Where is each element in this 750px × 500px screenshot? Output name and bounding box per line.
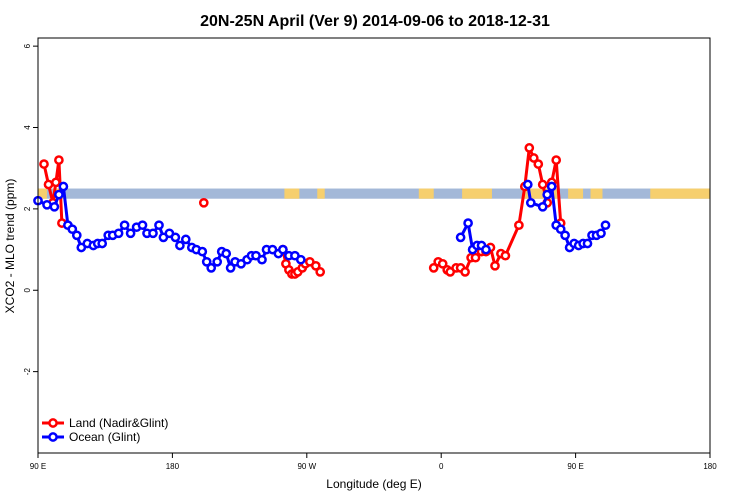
data-point bbox=[201, 256, 212, 267]
data-point bbox=[137, 220, 148, 231]
data-point bbox=[113, 228, 124, 239]
data-point bbox=[481, 244, 491, 255]
data-point bbox=[221, 248, 232, 259]
x-axis: 90 E 180 90 W 0 90 E 180 bbox=[30, 453, 717, 471]
y-tick-label: 6 bbox=[23, 43, 32, 48]
data-point bbox=[206, 263, 217, 273]
legend-marker bbox=[48, 418, 58, 428]
legend-label: Land (Nadir&Glint) bbox=[69, 416, 168, 430]
data-point bbox=[310, 260, 321, 271]
data-point bbox=[315, 267, 326, 277]
legend-marker bbox=[48, 432, 58, 442]
data-point bbox=[43, 179, 54, 190]
data-point bbox=[524, 143, 535, 153]
data-point bbox=[551, 155, 562, 165]
data-point bbox=[39, 159, 49, 169]
x-tick-label: 0 bbox=[439, 462, 444, 471]
land-band-segment bbox=[284, 188, 300, 199]
data-point bbox=[125, 228, 136, 239]
data-point bbox=[525, 197, 536, 208]
land-band-segment bbox=[317, 188, 325, 199]
land-band-segment bbox=[650, 188, 710, 199]
ocean-band bbox=[38, 188, 710, 199]
data-point bbox=[522, 179, 533, 190]
data-point bbox=[119, 220, 130, 231]
land-band-segment bbox=[462, 188, 492, 199]
data-point bbox=[537, 179, 548, 190]
land-band-segment bbox=[418, 188, 434, 199]
data-point bbox=[460, 267, 470, 277]
data-point bbox=[148, 228, 158, 239]
data-point bbox=[198, 197, 209, 208]
data-point bbox=[58, 181, 69, 192]
data-point bbox=[428, 263, 439, 273]
data-point bbox=[54, 189, 64, 200]
data-point bbox=[546, 181, 557, 192]
chart-title: 20N-25N April (Ver 9) 2014-09-06 to 2018… bbox=[200, 13, 550, 30]
x-tick-label: 180 bbox=[703, 462, 717, 471]
data-point bbox=[463, 218, 473, 228]
data-point bbox=[197, 246, 208, 257]
data-point bbox=[295, 254, 306, 265]
y-tick-label: 2 bbox=[23, 206, 32, 211]
y-tick-label: -2 bbox=[23, 368, 32, 376]
data-point bbox=[437, 258, 448, 269]
data-point bbox=[600, 220, 611, 231]
data-point bbox=[54, 155, 64, 165]
data-point bbox=[180, 234, 191, 245]
y-axis: -2 0 2 4 6 bbox=[23, 43, 38, 375]
x-tick-label: 90 E bbox=[567, 462, 583, 471]
legend: Land (Nadir&Glint)Ocean (Glint) bbox=[42, 416, 168, 444]
data-point bbox=[582, 238, 593, 249]
plot-frame bbox=[37, 37, 711, 454]
plot-area bbox=[33, 143, 710, 279]
data-point bbox=[71, 230, 82, 241]
land-band-segment bbox=[568, 188, 584, 199]
data-point bbox=[51, 177, 61, 188]
x-tick-label: 90 W bbox=[297, 462, 316, 471]
land-band-segment bbox=[590, 188, 603, 199]
data-point bbox=[175, 240, 185, 251]
data-point bbox=[455, 232, 466, 243]
data-point bbox=[528, 153, 539, 163]
data-point bbox=[67, 224, 78, 235]
y-tick-label: 0 bbox=[23, 287, 32, 292]
data-point bbox=[514, 220, 524, 231]
data-point bbox=[533, 159, 544, 169]
data-point bbox=[560, 230, 570, 241]
series-ocean bbox=[33, 179, 611, 273]
y-tick-label: 4 bbox=[23, 125, 32, 130]
data-point bbox=[225, 263, 236, 273]
data-point bbox=[278, 244, 288, 255]
data-point bbox=[42, 199, 52, 210]
y-axis-label: XCO2 - MLO trend (ppm) bbox=[3, 179, 17, 314]
x-axis-label: Longitude (deg E) bbox=[326, 477, 421, 491]
series-land bbox=[39, 143, 566, 279]
x-tick-label: 90 E bbox=[30, 462, 46, 471]
land-band-segment bbox=[523, 188, 558, 199]
data-point bbox=[542, 189, 553, 200]
x-tick-label: 180 bbox=[166, 462, 180, 471]
data-point bbox=[154, 220, 164, 231]
data-point bbox=[555, 224, 566, 235]
data-point bbox=[257, 254, 267, 265]
data-point bbox=[470, 252, 481, 263]
data-point bbox=[97, 238, 108, 249]
legend-label: Ocean (Glint) bbox=[69, 430, 140, 444]
data-point bbox=[212, 256, 223, 267]
data-point bbox=[596, 228, 606, 239]
data-point bbox=[170, 232, 181, 243]
land-band-segment bbox=[38, 188, 47, 199]
data-point bbox=[537, 201, 548, 212]
data-point bbox=[500, 250, 511, 261]
data-point bbox=[49, 201, 60, 212]
data-point bbox=[490, 260, 500, 271]
